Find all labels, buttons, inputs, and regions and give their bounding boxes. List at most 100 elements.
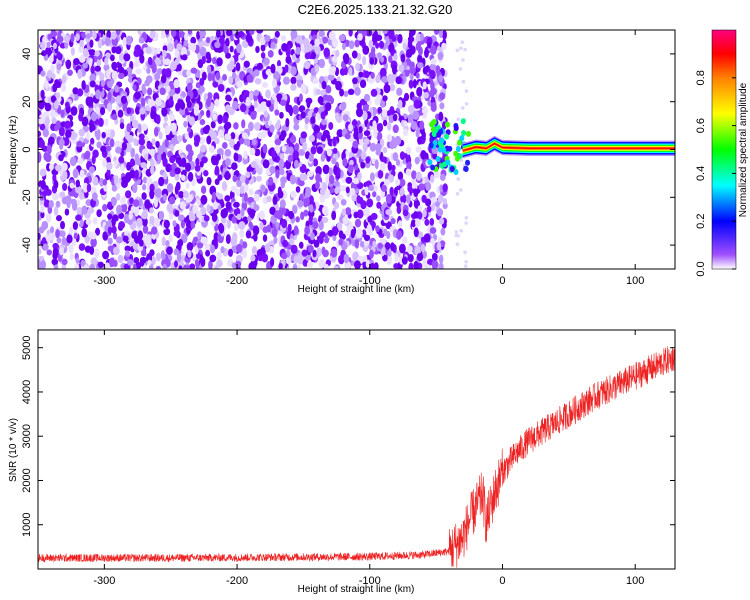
- spectrogram-cell: [222, 141, 228, 149]
- spectrogram-cell: [217, 174, 223, 181]
- spectrogram-cell: [46, 144, 52, 155]
- spectrogram-cell: [456, 234, 460, 238]
- spectrogram-cell: [101, 131, 106, 139]
- spectrogram-cell: [186, 69, 192, 77]
- spectrogram-cell: [117, 62, 123, 70]
- spectrogram-cell: [42, 128, 49, 138]
- spectrogram-cell: [192, 204, 199, 215]
- spectrogram-cell: [271, 78, 278, 88]
- spectrogram-cell: [279, 167, 285, 176]
- spectrogram-cell: [415, 146, 422, 153]
- spectrogram-cell: [402, 209, 409, 217]
- spectrogram-cell: [376, 195, 381, 202]
- spectrogram-cell: [38, 118, 45, 125]
- spectrogram-cell: [375, 74, 381, 83]
- spectrogram-transition-cell: [463, 166, 469, 173]
- spectrogram-cell: [90, 123, 96, 132]
- spectrogram-cell: [328, 31, 336, 41]
- colorbar-tick-label: 0.2: [695, 214, 707, 229]
- spectrogram-cell: [304, 116, 310, 125]
- snr-x-axis-label: Height of straight line (km): [298, 584, 415, 595]
- spectrogram-cell: [419, 120, 425, 130]
- spectrogram-cell: [151, 226, 158, 235]
- spectrogram-cell: [372, 240, 377, 248]
- spectrogram-cell: [107, 213, 113, 220]
- spectrogram-cell: [174, 210, 180, 217]
- spectrogram-cell: [85, 218, 92, 226]
- spectrogram-cell: [336, 116, 342, 123]
- spectrogram-cell: [223, 46, 229, 55]
- spectrogram-cell: [129, 158, 135, 167]
- spectrogram-cell: [163, 227, 171, 236]
- spectrogram-cell: [114, 85, 120, 93]
- spectrogram-cell: [111, 214, 119, 222]
- spectrogram-cell: [78, 54, 86, 63]
- spectrogram-cell: [214, 41, 221, 49]
- spectrogram-cell: [76, 140, 83, 148]
- spectrogram-cell: [382, 95, 388, 102]
- spectrogram-cell: [117, 72, 125, 80]
- spectrogram-cell: [377, 242, 383, 249]
- spectrogram-cell: [464, 259, 468, 264]
- spectrogram-cell: [225, 37, 230, 47]
- spectrogram-cell: [150, 158, 155, 168]
- spectrogram-cell: [103, 63, 110, 72]
- spectrogram-cell: [421, 107, 429, 115]
- spectrogram-cell: [149, 189, 155, 200]
- spectrogram-cell: [42, 243, 49, 251]
- spectrogram-cell: [315, 172, 321, 183]
- spectrogram-cell: [56, 35, 64, 44]
- spectrogram-cell: [224, 104, 231, 113]
- spectrogram-cell: [111, 225, 117, 234]
- spectrogram-cell: [370, 88, 378, 97]
- spectrogram-cell: [300, 43, 305, 53]
- spectrogram-cell: [376, 131, 383, 142]
- spectrogram-cell: [379, 161, 386, 172]
- spectrogram-cell: [133, 60, 140, 68]
- spectrogram-cell: [383, 83, 391, 94]
- spectrogram-cell: [288, 106, 293, 117]
- spectrogram-cell: [389, 106, 395, 116]
- spectrogram-cell: [460, 106, 465, 110]
- spectrogram-cell: [138, 133, 145, 140]
- spectrogram-cell: [52, 242, 59, 249]
- spectrogram-cell: [455, 192, 460, 196]
- spectrogram-cell: [52, 192, 59, 201]
- spectrogram-transition-cell: [439, 137, 445, 144]
- spectrogram-cell: [64, 120, 72, 129]
- spectrogram-cell: [353, 177, 360, 185]
- spectrogram-cell: [118, 53, 125, 61]
- spectrogram-cell: [325, 95, 333, 102]
- spectrogram-cell: [274, 109, 280, 116]
- spectrogram-cell: [331, 55, 338, 63]
- spectrogram-cell: [180, 46, 188, 57]
- snr-axes: -300 -200 -100 0 100 1000 2000 3000 4000 5000: [21, 330, 675, 587]
- spectrogram-cell: [271, 149, 277, 158]
- spectrogram-cell: [301, 249, 308, 257]
- spectrogram-cell: [185, 95, 191, 104]
- spectrogram-cell: [405, 168, 412, 176]
- spectrogram-cell: [40, 260, 47, 269]
- spectrogram-cell: [45, 213, 52, 223]
- spectrogram-cell: [122, 37, 128, 47]
- spectrogram-cell: [400, 194, 407, 204]
- spectrogram-cell: [422, 66, 428, 75]
- spectrogram-cell: [408, 262, 414, 269]
- spectrogram-cell: [216, 259, 223, 268]
- spectrogram-cell: [395, 76, 402, 85]
- spectrogram-cell: [249, 147, 256, 156]
- spectrogram-cell: [292, 104, 300, 115]
- spectrogram-cell: [292, 263, 298, 269]
- spectrogram-cell: [165, 102, 170, 109]
- spectrogram-cell: [118, 221, 126, 229]
- spectrogram-cell: [362, 104, 369, 112]
- spectrogram-cell: [263, 110, 269, 118]
- spectrogram-transition-cell: [437, 146, 443, 153]
- spectrogram-cell: [89, 80, 96, 88]
- spectrogram-cell: [271, 93, 278, 101]
- spectrogram-cell: [355, 62, 360, 72]
- spectrogram-cell: [397, 230, 403, 238]
- spectrogram-cell: [94, 248, 100, 259]
- spectrogram-cell: [386, 134, 393, 143]
- spectrogram-x-tick-label: -200: [226, 275, 248, 287]
